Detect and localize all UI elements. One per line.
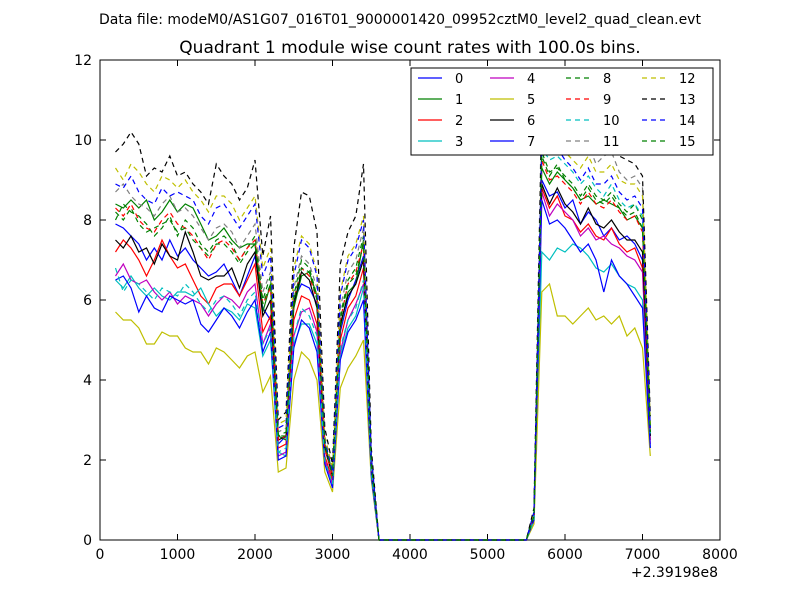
- x-tick-label: 3000: [315, 547, 351, 563]
- x-tick-label: 2000: [237, 547, 273, 563]
- x-tick-label: 8000: [702, 547, 738, 563]
- legend-label-2: 2: [455, 114, 463, 129]
- chart-title: Quadrant 1 module wise count rates with …: [179, 38, 640, 58]
- series-line-14: [115, 139, 651, 541]
- legend-label-7: 7: [527, 135, 535, 150]
- y-tick-label: 0: [83, 533, 92, 549]
- legend-label-15: 15: [679, 135, 696, 150]
- x-offset-label: +2.39198e8: [631, 565, 718, 581]
- y-tick-label: 4: [83, 373, 92, 389]
- legend-label-8: 8: [603, 72, 611, 87]
- legend-label-14: 14: [679, 114, 696, 129]
- series-line-9: [115, 159, 651, 541]
- legend-label-9: 9: [603, 93, 611, 108]
- series-line-3: [115, 243, 651, 541]
- legend-label-12: 12: [679, 72, 696, 87]
- y-tick-label: 2: [83, 453, 92, 469]
- y-tick-label: 8: [83, 213, 92, 229]
- y-tick-label: 6: [83, 293, 92, 309]
- series-line-1: [115, 167, 651, 541]
- legend-label-10: 10: [603, 114, 620, 129]
- series-line-10: [114, 146, 651, 541]
- series-lines: [114, 95, 651, 541]
- plot-area: 0 1000 2000 3000 4000 5000 6000 7000 8000 0 2 4 6 8 1…: [74, 53, 738, 563]
- legend-label-6: 6: [527, 114, 535, 129]
- series-line-4: [114, 191, 651, 541]
- legend-label-11: 11: [603, 135, 620, 150]
- legend-label-5: 5: [527, 93, 535, 108]
- x-ticks: 0 1000 2000 3000 4000 5000 6000 7000 8000: [96, 60, 738, 563]
- series-line-7: [115, 199, 651, 541]
- x-tick-label: 0: [96, 547, 105, 563]
- x-tick-label: 4000: [392, 547, 428, 563]
- x-tick-label: 6000: [547, 547, 583, 563]
- suptitle: Data file: modeM0/AS1G07_016T01_90000014…: [99, 12, 701, 28]
- x-tick-label: 7000: [625, 547, 661, 563]
- series-line-8: [114, 151, 651, 541]
- legend-label-4: 4: [527, 72, 535, 87]
- legend-label-0: 0: [455, 72, 463, 87]
- series-line-11: [115, 95, 651, 541]
- legend-label-13: 13: [679, 93, 696, 108]
- series-line-5: [115, 282, 651, 541]
- legend-label-1: 1: [455, 93, 463, 108]
- y-tick-label: 12: [74, 53, 92, 69]
- legend-label-3: 3: [455, 135, 463, 150]
- x-tick-label: 1000: [160, 547, 196, 563]
- y-tick-label: 10: [74, 133, 92, 149]
- series-line-13: [115, 110, 651, 541]
- x-tick-label: 5000: [470, 547, 506, 563]
- series-line-6: [115, 183, 651, 541]
